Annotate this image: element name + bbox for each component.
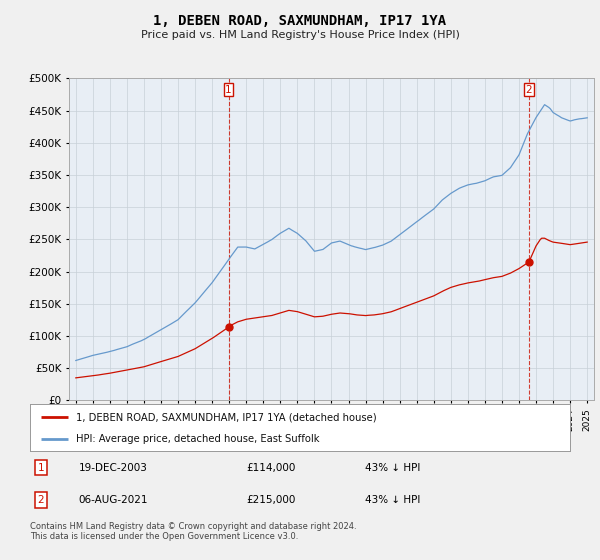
Text: 19-DEC-2003: 19-DEC-2003 <box>79 463 148 473</box>
Text: 1, DEBEN ROAD, SAXMUNDHAM, IP17 1YA: 1, DEBEN ROAD, SAXMUNDHAM, IP17 1YA <box>154 14 446 28</box>
Text: Contains HM Land Registry data © Crown copyright and database right 2024.
This d: Contains HM Land Registry data © Crown c… <box>30 522 356 542</box>
Text: HPI: Average price, detached house, East Suffolk: HPI: Average price, detached house, East… <box>76 434 319 444</box>
Text: 1, DEBEN ROAD, SAXMUNDHAM, IP17 1YA (detached house): 1, DEBEN ROAD, SAXMUNDHAM, IP17 1YA (det… <box>76 412 377 422</box>
Text: 43% ↓ HPI: 43% ↓ HPI <box>365 463 420 473</box>
Text: 2: 2 <box>526 85 532 95</box>
Text: 43% ↓ HPI: 43% ↓ HPI <box>365 495 420 505</box>
Text: £114,000: £114,000 <box>246 463 295 473</box>
Text: 1: 1 <box>225 85 232 95</box>
Text: 1: 1 <box>37 463 44 473</box>
Text: 2: 2 <box>37 495 44 505</box>
Text: Price paid vs. HM Land Registry's House Price Index (HPI): Price paid vs. HM Land Registry's House … <box>140 30 460 40</box>
Text: 06-AUG-2021: 06-AUG-2021 <box>79 495 148 505</box>
Text: £215,000: £215,000 <box>246 495 295 505</box>
